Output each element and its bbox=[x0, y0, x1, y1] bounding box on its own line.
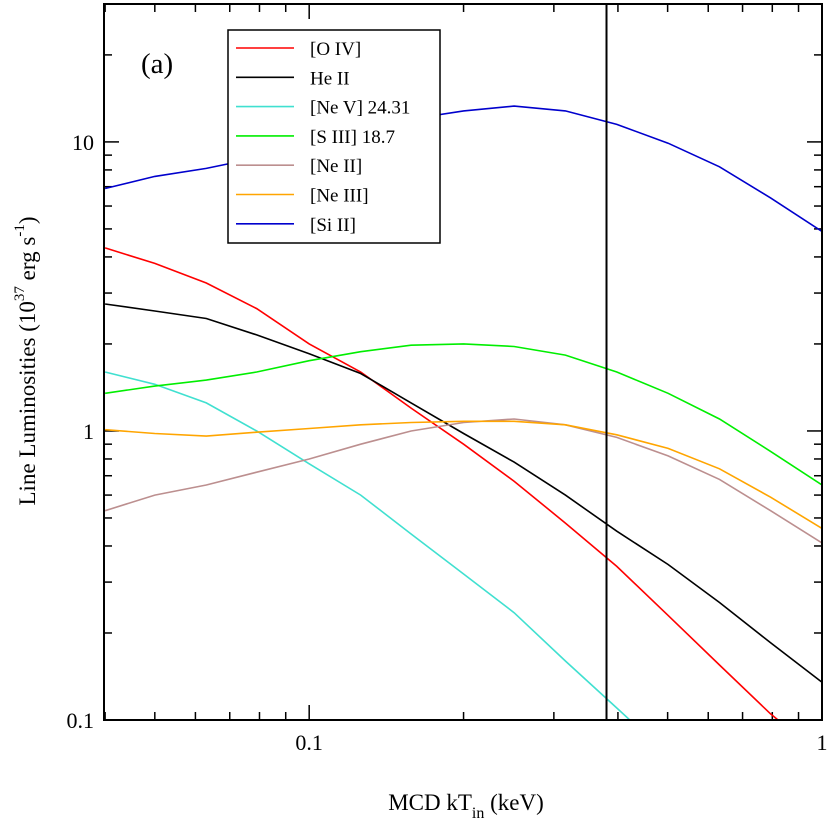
minor-ticks bbox=[104, 3, 822, 720]
legend-label: [Ne II] bbox=[310, 156, 362, 177]
y-axis-title: Line Luminosities (1037 erg s-1) bbox=[12, 217, 40, 506]
series-line-o-iv bbox=[104, 247, 780, 720]
y-axis-title-sup2: -1 bbox=[12, 224, 28, 237]
tick-labels: 0.1 1 0.1 1 10 bbox=[67, 130, 828, 755]
x-tick-label: 0.1 bbox=[295, 730, 323, 755]
series-line-he-ii bbox=[104, 303, 822, 683]
x-axis-title-sub: in bbox=[472, 805, 484, 822]
y-axis-title-mid: erg s bbox=[15, 237, 40, 286]
y-tick-label: 10 bbox=[72, 130, 94, 155]
y-tick-label: 1 bbox=[83, 419, 94, 444]
legend-label: [Si II] bbox=[310, 215, 356, 236]
x-axis-title: MCD kTin (keV) bbox=[388, 790, 544, 822]
y-axis-title-sup1: 37 bbox=[12, 286, 28, 302]
series-line-ne-v-24-31 bbox=[104, 371, 632, 720]
series-line-ne-iii bbox=[105, 420, 822, 530]
legend-label: [Ne III] bbox=[310, 186, 369, 207]
series-line-si-ii bbox=[104, 105, 822, 233]
series-line-s-iii-18-7 bbox=[104, 343, 822, 486]
x-axis-title-unit: (keV) bbox=[484, 790, 543, 815]
legend-label: [Ne V] 24.31 bbox=[310, 98, 410, 119]
x-tick-label: 1 bbox=[817, 730, 828, 755]
legend-label: [S III] 18.7 bbox=[310, 127, 395, 148]
legend: [O IV] He II [Ne V] 24.31 [S III] 18.7 [Ne I… bbox=[227, 29, 441, 244]
series-line-ne-ii bbox=[104, 418, 822, 544]
y-axis-title-main: Line Luminosities (10 bbox=[15, 301, 40, 505]
series-lines bbox=[104, 105, 822, 720]
y-tick-label: 0.1 bbox=[67, 708, 95, 733]
panel-label: (a) bbox=[141, 48, 173, 80]
x-axis-title-main: MCD kT bbox=[388, 790, 472, 815]
plot-frame bbox=[103, 3, 823, 721]
y-axis-title-end: ) bbox=[15, 217, 40, 225]
legend-label: He II bbox=[310, 68, 350, 89]
legend-label: [O IV] bbox=[310, 39, 361, 60]
